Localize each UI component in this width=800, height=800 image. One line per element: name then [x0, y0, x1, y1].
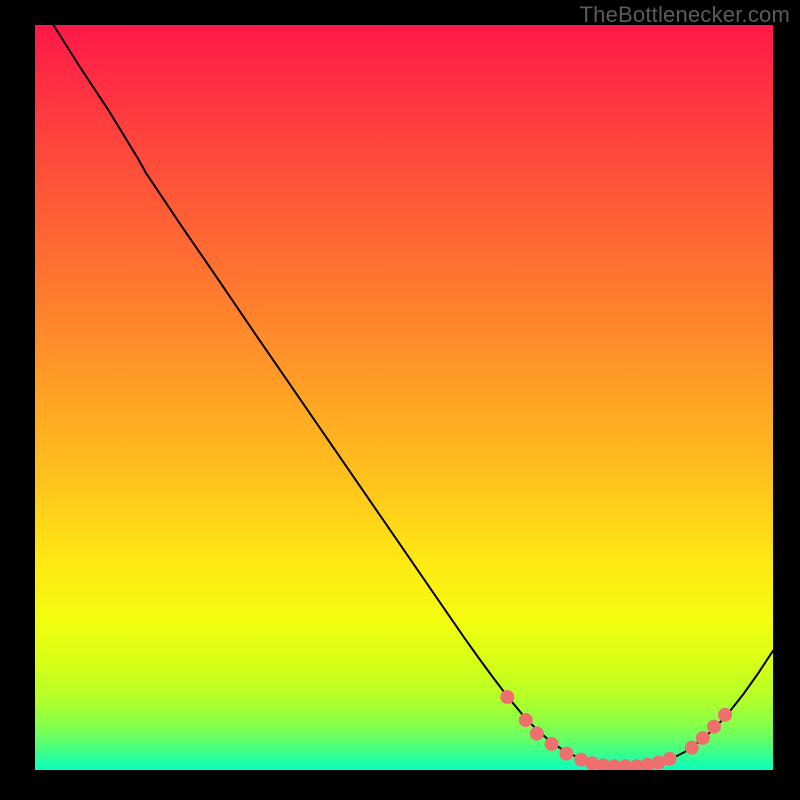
marker-point	[560, 747, 573, 760]
marker-point	[719, 708, 732, 721]
marker-point	[501, 690, 514, 703]
watermark-text: TheBottlenecker.com	[580, 2, 790, 28]
marker-point	[519, 714, 532, 727]
marker-point	[663, 752, 676, 765]
marker-point	[685, 741, 698, 754]
chart-svg	[0, 0, 800, 800]
plot-area	[35, 25, 773, 770]
marker-point	[530, 727, 543, 740]
marker-point	[545, 737, 558, 750]
marker-point	[707, 720, 720, 733]
chart-stage: TheBottlenecker.com	[0, 0, 800, 800]
marker-point	[696, 731, 709, 744]
